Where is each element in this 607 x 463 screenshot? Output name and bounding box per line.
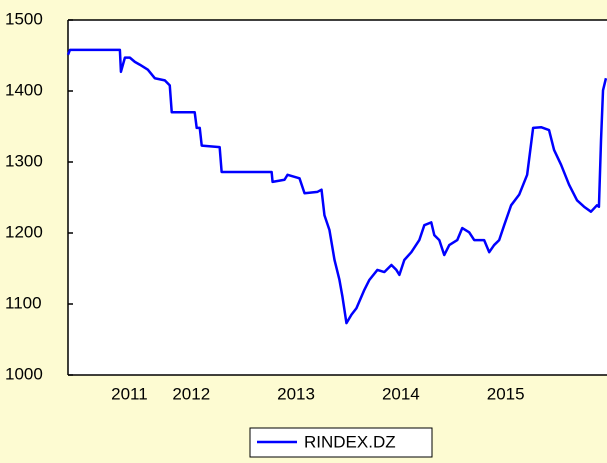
y-tick-label: 1200 <box>5 222 43 241</box>
x-tick-label: 2013 <box>277 384 315 403</box>
x-tick-label: 2011 <box>111 384 148 403</box>
plot-area <box>68 20 607 375</box>
y-tick-label: 1500 <box>5 9 43 28</box>
y-tick-label: 1400 <box>5 80 43 99</box>
x-tick-label: 2014 <box>382 384 420 403</box>
y-tick-label: 1300 <box>5 151 43 170</box>
y-tick-label: 1000 <box>5 364 43 383</box>
x-tick-label: 2015 <box>487 384 525 403</box>
legend-label: RINDEX.DZ <box>304 432 396 451</box>
series-line <box>66 48 607 325</box>
y-tick-label: 1100 <box>5 293 42 312</box>
x-tick-label: 2012 <box>172 384 210 403</box>
